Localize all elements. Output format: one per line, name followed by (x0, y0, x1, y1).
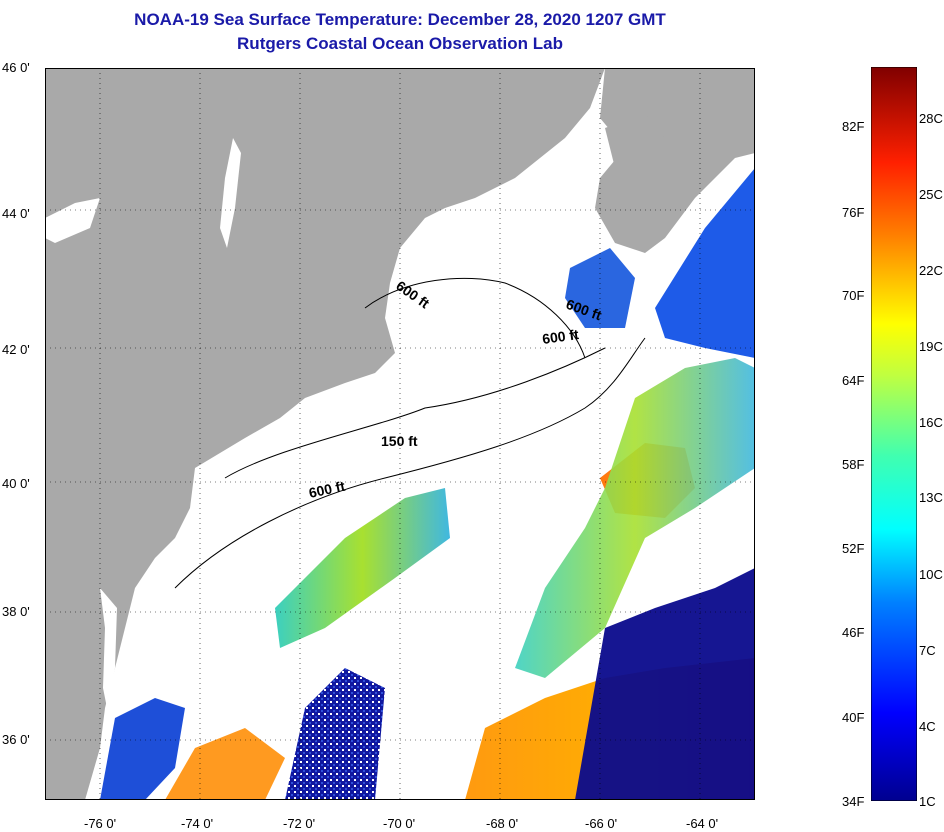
cb-c-1: 1C (919, 794, 936, 809)
land-maine-peninsula (605, 113, 665, 168)
cb-f-40: 40F (842, 710, 865, 725)
lat-label-44: 44 0' (2, 206, 30, 221)
lat-label-46: 46 0' (2, 60, 30, 75)
lon-label-76: -76 0' (84, 816, 117, 831)
cb-c-16: 16C (919, 415, 943, 430)
lat-label-42: 42 0' (2, 342, 30, 357)
contour-label-150ft: 150 ft (381, 433, 418, 449)
lake-ontario (45, 198, 100, 243)
temperature-colorbar (871, 67, 917, 801)
lake-champlain (220, 138, 241, 248)
cb-c-25: 25C (919, 187, 943, 202)
lon-label-68: -68 0' (486, 816, 519, 831)
cb-f-76: 76F (842, 205, 865, 220)
lon-label-70: -70 0' (383, 816, 416, 831)
cb-c-13: 13C (919, 490, 943, 505)
cb-f-70: 70F (842, 288, 865, 303)
contour-label-600ft-c: 600 ft (541, 326, 580, 347)
cb-f-82: 82F (842, 119, 865, 134)
cb-f-34: 34F (842, 794, 865, 809)
cold-water-south (285, 668, 385, 800)
cb-c-7: 7C (919, 643, 936, 658)
contour-label-600ft-e: 600 ft (307, 478, 346, 501)
sst-map: 600 ft 600 ft 600 ft 150 ft 600 ft (45, 68, 755, 800)
cb-c-10: 10C (919, 567, 943, 582)
cb-c-4: 4C (919, 719, 936, 734)
lon-label-74: -74 0' (181, 816, 214, 831)
lon-label-64: -64 0' (686, 816, 719, 831)
map-frame (45, 68, 755, 800)
cb-f-46: 46F (842, 625, 865, 640)
map-subtitle: Rutgers Coastal Ocean Observation Lab (237, 34, 563, 53)
lat-label-38: 38 0' (2, 604, 30, 619)
blue-water-northeast (655, 168, 755, 358)
slope-water-east (515, 358, 755, 678)
map-title: NOAA-19 Sea Surface Temperature: Decembe… (134, 10, 666, 29)
cb-c-22: 22C (919, 263, 943, 278)
cold-water-east (575, 568, 755, 800)
cb-f-58: 58F (842, 457, 865, 472)
cb-c-19: 19C (919, 339, 943, 354)
slope-water-band (275, 488, 450, 648)
land-nova-scotia (595, 68, 755, 253)
warm-band-south (165, 728, 285, 800)
contour-600ft-north (364, 277, 586, 359)
cb-f-64: 64F (842, 373, 865, 388)
contour-600ft (174, 337, 646, 589)
lon-label-72: -72 0' (283, 816, 316, 831)
lat-label-36: 36 0' (2, 732, 30, 747)
colorbar-gradient (871, 67, 917, 801)
chesapeake-bay (100, 588, 117, 708)
lat-label-40: 40 0' (2, 476, 30, 491)
lat-lon-grid (45, 68, 755, 800)
contour-150ft (224, 347, 606, 479)
blue-nearshore-south (100, 698, 185, 800)
cb-c-28: 28C (919, 111, 943, 126)
land-north-america (45, 68, 605, 800)
cb-f-52: 52F (842, 541, 865, 556)
lon-label-66: -66 0' (585, 816, 618, 831)
